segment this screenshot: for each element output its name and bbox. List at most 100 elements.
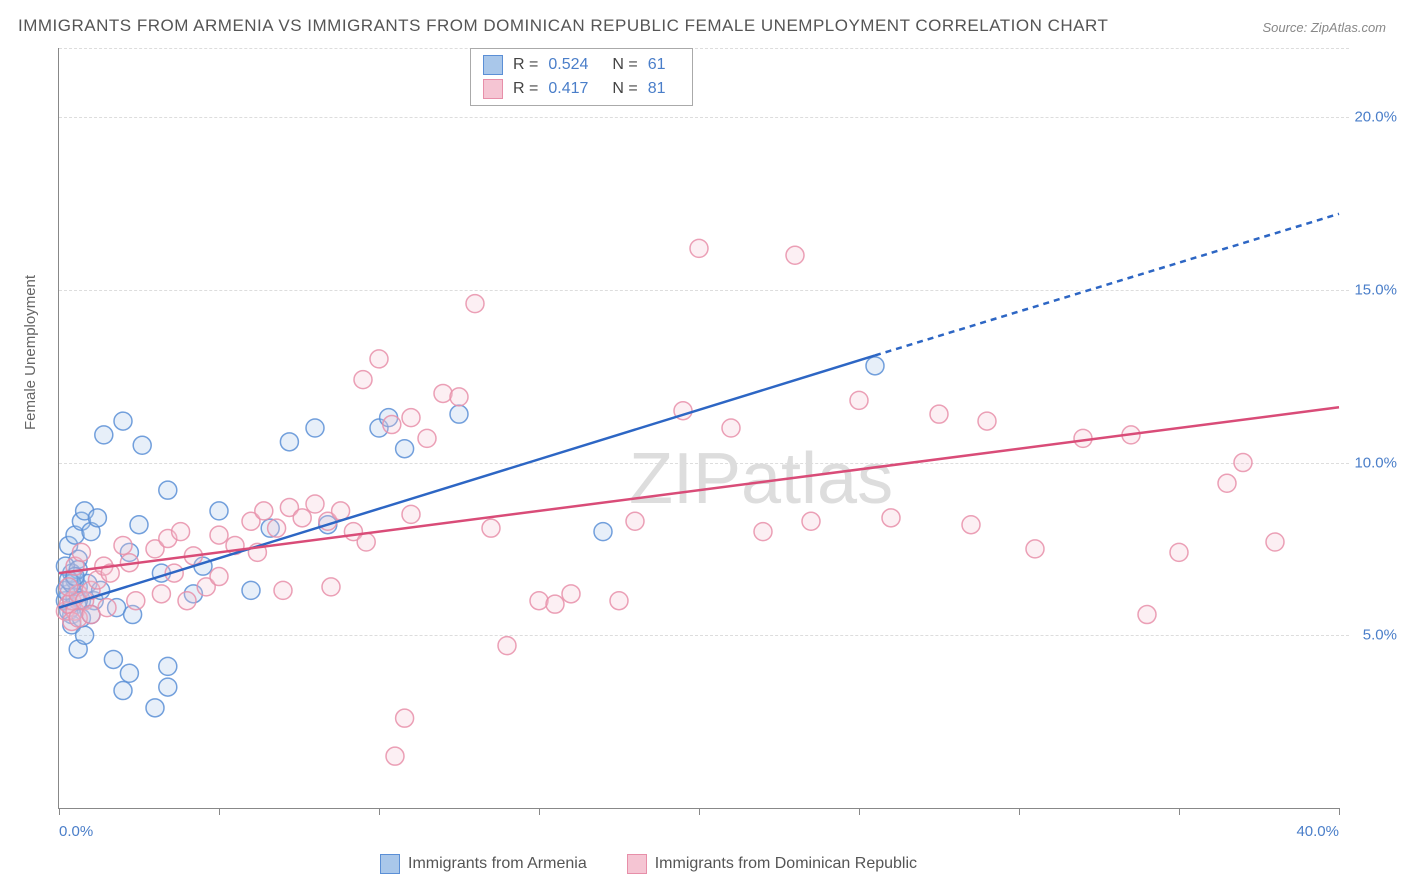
n-value-dominican: 81 [648, 77, 666, 101]
data-point [357, 533, 375, 551]
r-value-dominican: 0.417 [548, 77, 588, 101]
data-point [104, 650, 122, 668]
data-point [562, 585, 580, 603]
x-tick [1019, 808, 1020, 815]
data-point [1170, 543, 1188, 561]
data-point [159, 678, 177, 696]
chart-title: IMMIGRANTS FROM ARMENIA VS IMMIGRANTS FR… [18, 16, 1108, 36]
data-point [402, 505, 420, 523]
data-point [610, 592, 628, 610]
data-point [882, 509, 900, 527]
data-point [210, 568, 228, 586]
x-tick-label: 0.0% [59, 823, 93, 840]
data-point [396, 440, 414, 458]
data-point [930, 405, 948, 423]
correlation-chart: IMMIGRANTS FROM ARMENIA VS IMMIGRANTS FR… [0, 0, 1406, 892]
data-point [98, 599, 116, 617]
data-point [255, 502, 273, 520]
data-point [866, 357, 884, 375]
data-point [1026, 540, 1044, 558]
n-label: N = [612, 53, 637, 77]
data-point [546, 595, 564, 613]
n-value-armenia: 61 [648, 53, 666, 77]
legend-item-dominican: Immigrants from Dominican Republic [627, 854, 917, 874]
data-point [434, 384, 452, 402]
x-tick [1339, 808, 1340, 815]
data-point [306, 495, 324, 513]
data-point [978, 412, 996, 430]
data-point [332, 502, 350, 520]
data-point [114, 412, 132, 430]
y-tick-label: 5.0% [1363, 627, 1397, 644]
data-point [159, 481, 177, 499]
data-point [306, 419, 324, 437]
data-point [850, 391, 868, 409]
plot-area: ZIPatlas 5.0%10.0%15.0%20.0%0.0%40.0% [58, 48, 1339, 809]
y-tick-label: 20.0% [1354, 109, 1397, 126]
data-point [383, 416, 401, 434]
data-point [60, 578, 78, 596]
data-point [72, 543, 90, 561]
data-point [450, 405, 468, 423]
x-tick [219, 808, 220, 815]
x-tick-label: 40.0% [1296, 823, 1339, 840]
data-point [626, 512, 644, 530]
data-point [1218, 474, 1236, 492]
data-point [594, 523, 612, 541]
data-point [418, 429, 436, 447]
data-point [466, 295, 484, 313]
data-point [127, 592, 145, 610]
data-point [322, 578, 340, 596]
r-label: R = [513, 53, 538, 77]
x-tick [859, 808, 860, 815]
stats-legend: R = 0.524 N = 61 R = 0.417 N = 81 [470, 48, 693, 106]
data-point [133, 436, 151, 454]
data-point [396, 709, 414, 727]
swatch-armenia [483, 55, 503, 75]
data-point [962, 516, 980, 534]
y-axis-label: Female Unemployment [22, 275, 39, 430]
data-point [146, 699, 164, 717]
data-point [210, 526, 228, 544]
legend-label-dominican: Immigrants from Dominican Republic [655, 855, 917, 873]
data-point [293, 509, 311, 527]
data-point [802, 512, 820, 530]
swatch-dominican [483, 79, 503, 99]
stats-row-dominican: R = 0.417 N = 81 [483, 77, 680, 101]
data-point [1234, 454, 1252, 472]
swatch-dominican [627, 854, 647, 874]
data-point [76, 626, 94, 644]
data-point [530, 592, 548, 610]
legend-item-armenia: Immigrants from Armenia [380, 854, 587, 874]
data-point [178, 592, 196, 610]
stats-row-armenia: R = 0.524 N = 61 [483, 53, 680, 77]
data-point [354, 371, 372, 389]
data-point [114, 682, 132, 700]
data-point [1138, 606, 1156, 624]
data-point [498, 637, 516, 655]
data-point [95, 426, 113, 444]
x-tick [379, 808, 380, 815]
r-value-armenia: 0.524 [548, 53, 588, 77]
data-point [152, 585, 170, 603]
data-point [172, 523, 190, 541]
data-point [114, 536, 132, 554]
data-point [268, 519, 286, 537]
y-tick-label: 15.0% [1354, 281, 1397, 298]
x-tick [1179, 808, 1180, 815]
swatch-armenia [380, 854, 400, 874]
data-point [402, 409, 420, 427]
data-point [482, 519, 500, 537]
data-point [242, 581, 260, 599]
data-point [120, 664, 138, 682]
data-point [754, 523, 772, 541]
source-attribution: Source: ZipAtlas.com [1262, 20, 1386, 35]
n-label: N = [612, 77, 637, 101]
x-tick [699, 808, 700, 815]
data-point [159, 657, 177, 675]
data-point [130, 516, 148, 534]
data-point [690, 239, 708, 257]
series-legend: Immigrants from Armenia Immigrants from … [380, 854, 917, 874]
x-tick [59, 808, 60, 815]
data-point [88, 509, 106, 527]
